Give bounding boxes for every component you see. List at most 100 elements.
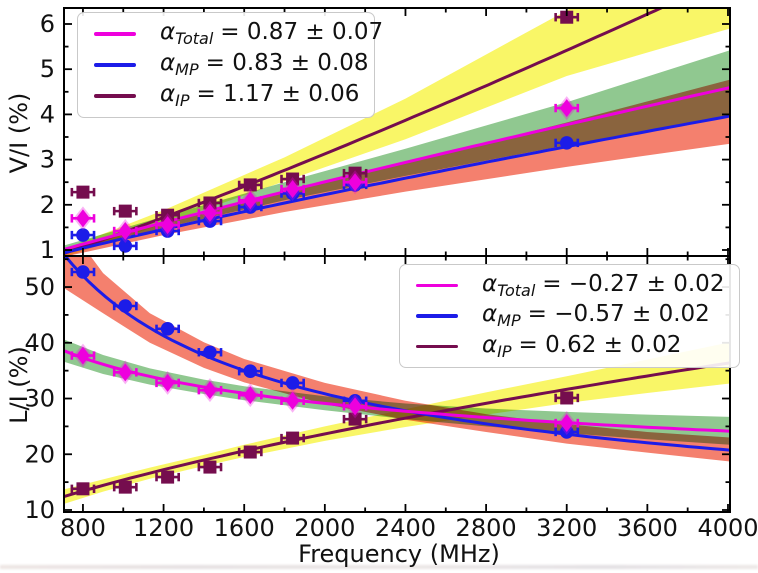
- mp-data-points: [70, 265, 580, 439]
- diamond-marker: [285, 391, 300, 410]
- y-tick-label: 3: [40, 146, 55, 174]
- diamond-marker: [348, 173, 363, 192]
- circle-marker: [76, 265, 90, 279]
- y-tick-label: 2: [40, 191, 55, 219]
- circle-marker: [118, 239, 133, 253]
- square-marker: [203, 196, 217, 210]
- x-axis-label: Frequency (MHz): [298, 540, 500, 568]
- diamond-marker: [202, 381, 217, 400]
- circle-marker: [118, 299, 133, 313]
- y-tick-label: 4: [40, 100, 55, 128]
- legend-row-mp: αMP = 0.83 ± 0.08: [88, 52, 369, 78]
- legend-line-swatch-total: [94, 32, 136, 36]
- y-tick-label: 6: [40, 10, 55, 38]
- cropped-page-edge: [0, 565, 758, 569]
- square-marker: [243, 445, 257, 459]
- y-tick-label: 20: [24, 440, 55, 468]
- diamond-marker: [348, 397, 363, 416]
- square-marker: [286, 431, 300, 445]
- x-tick-label: 3200: [536, 514, 597, 542]
- square-marker: [560, 10, 574, 24]
- ip-confidence-band: [64, 8, 730, 256]
- legend-row-ip: αIP = 0.62 ± 0.02: [410, 331, 729, 361]
- diamond-marker: [243, 191, 258, 210]
- bottom-y-axis-label: L/I (%): [5, 346, 33, 424]
- legend-line-swatch-total: [416, 283, 458, 288]
- circle-marker: [243, 364, 258, 379]
- square-marker: [161, 470, 175, 484]
- x-tick-label: 4000: [697, 514, 758, 542]
- legend-label-mp: αMP = 0.83 ± 0.08: [160, 50, 369, 79]
- ip-data-points: [70, 391, 580, 496]
- square-marker: [560, 391, 574, 405]
- diamond-marker: [243, 386, 258, 405]
- legend-row-mp: αMP = −0.57 ± 0.02: [410, 303, 729, 329]
- circle-marker: [76, 228, 90, 242]
- bottom-panel-plot-area: [64, 256, 730, 504]
- square-marker: [286, 172, 300, 186]
- diamond-marker: [160, 373, 175, 392]
- total-confidence-band: [64, 50, 730, 254]
- legend-row-ip: αIP = 1.17 ± 0.06: [88, 83, 364, 109]
- square-marker: [118, 204, 132, 218]
- top-y-axis-label: V/I (%): [5, 92, 33, 174]
- circle-marker: [203, 345, 217, 360]
- x-tick-label: 800: [60, 514, 106, 542]
- y-tick-label: 50: [24, 273, 55, 301]
- legend-bottom-panel: αTotal = −0.27 ± 0.02 αMP = −0.57 ± 0.02 α…: [399, 264, 740, 368]
- y-tick-label: 30: [24, 385, 55, 413]
- circle-marker: [285, 376, 300, 390]
- ip-fit-line: [64, 361, 730, 499]
- total-fit-line: [64, 86, 730, 251]
- legend-label-mp: αMP = −0.57 ± 0.02: [482, 301, 710, 330]
- legend-line-swatch-mp: [416, 314, 458, 318]
- legend-row-total: αTotal = 0.87 ± 0.07: [88, 21, 383, 47]
- legend-top-panel: αTotal = 0.87 ± 0.07 αMP = 0.83 ± 0.08 αIP…: [77, 12, 383, 118]
- bottom-panel-frame: [63, 255, 731, 513]
- square-marker: [203, 460, 217, 474]
- x-tick-label: 2800: [456, 514, 517, 542]
- x-tick-label: 1200: [133, 514, 194, 542]
- total-data-points: [70, 343, 580, 436]
- y-tick-label: 1: [40, 236, 55, 264]
- ip-fit-line: [64, 8, 665, 255]
- legend-label-ip: αIP = 0.62 ± 0.02: [482, 331, 682, 361]
- diamond-marker: [118, 363, 133, 382]
- square-marker: [161, 208, 175, 222]
- x-tick-label: 2000: [294, 514, 355, 542]
- legend-line-swatch-ip: [94, 94, 136, 98]
- diamond-marker: [75, 346, 90, 365]
- diamond-marker: [75, 209, 90, 228]
- diamond-marker: [559, 99, 574, 118]
- mp-confidence-band: [64, 256, 730, 462]
- legend-line-swatch-ip: [416, 344, 458, 349]
- y-tick-label: 10: [24, 496, 55, 524]
- diamond-marker: [160, 216, 175, 235]
- diamond-marker: [285, 179, 300, 198]
- ip-confidence-band: [64, 342, 730, 504]
- square-marker: [76, 185, 90, 199]
- diamond-marker: [202, 203, 217, 222]
- circle-marker: [160, 322, 175, 336]
- diamond-marker: [118, 222, 133, 241]
- square-marker: [348, 412, 362, 426]
- square-marker: [76, 482, 90, 496]
- mp-fit-line: [64, 114, 730, 255]
- square-marker: [118, 480, 132, 494]
- legend-label-ip: αIP = 1.17 ± 0.06: [160, 81, 360, 110]
- x-tick-label: 1600: [214, 514, 275, 542]
- legend-line-swatch-mp: [94, 63, 136, 67]
- x-tick-label: 3600: [617, 514, 678, 542]
- legend-row-total: αTotal = −0.27 ± 0.02: [410, 270, 729, 300]
- y-tick-label: 5: [40, 55, 55, 83]
- diamond-marker: [559, 414, 574, 433]
- square-marker: [348, 166, 362, 180]
- legend-label-total: αTotal = 0.87 ± 0.07: [160, 19, 384, 48]
- square-marker: [243, 178, 257, 192]
- legend-label-total: αTotal = −0.27 ± 0.02: [482, 270, 725, 300]
- y-tick-label: 40: [24, 329, 55, 357]
- circle-marker: [559, 136, 574, 150]
- x-tick-label: 2400: [375, 514, 436, 542]
